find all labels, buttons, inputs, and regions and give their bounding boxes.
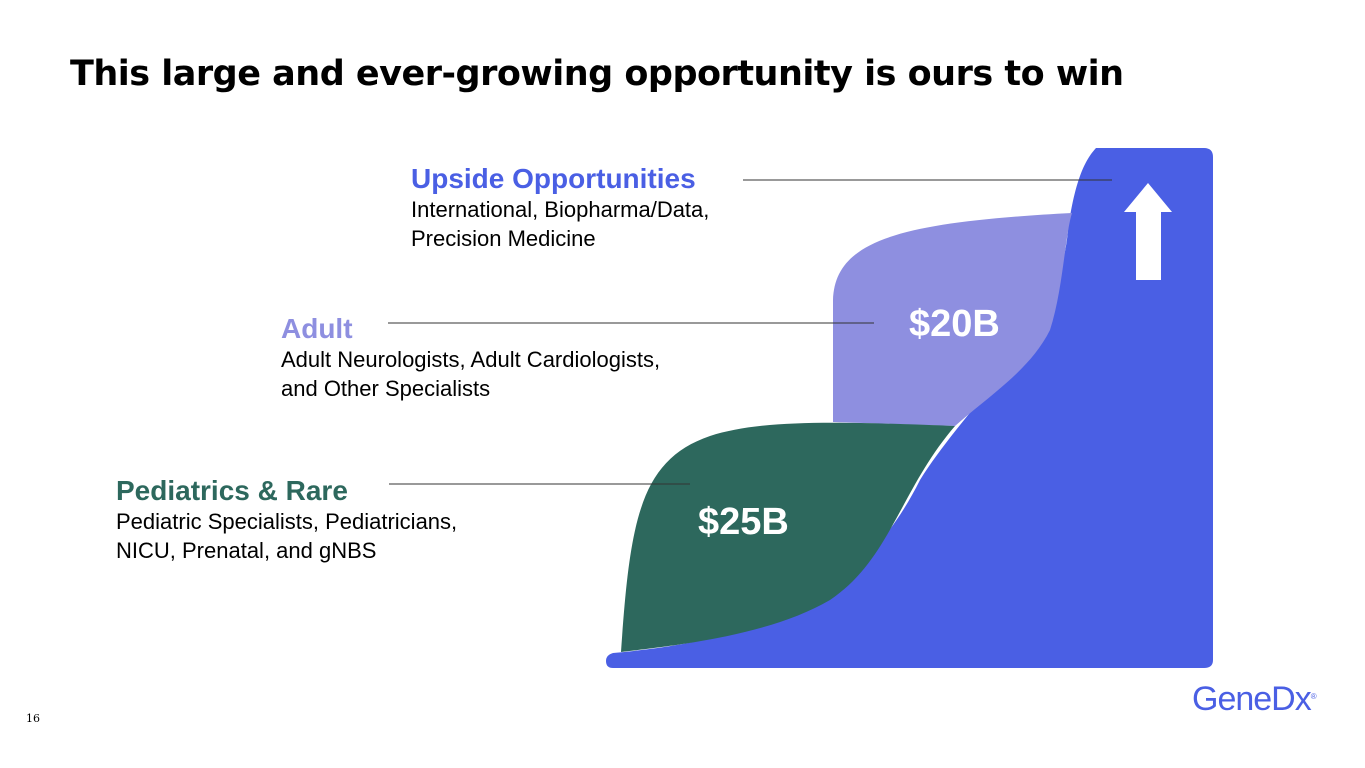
adult-desc-line-1: Adult Neurologists, Adult Cardiologists,: [281, 347, 661, 372]
upside-desc-line-1: International, Biopharma/Data,: [411, 197, 710, 222]
adult-desc-line-2: and Other Specialists: [281, 376, 491, 401]
adult-value: $20B: [909, 303, 1000, 345]
adult-area: [833, 213, 1072, 426]
pediatrics-desc-line-2: NICU, Prenatal, and gNBS: [116, 538, 377, 563]
page-title: This large and ever-growing opportunity …: [70, 54, 1124, 94]
pediatrics-value: $25B: [698, 501, 789, 543]
genedx-logo: GeneDx®: [1192, 680, 1317, 719]
logo-registered-mark: ®: [1310, 692, 1317, 701]
upside-desc-line-2: Precision Medicine: [411, 226, 596, 251]
adult-label: Adult Adult Neurologists, Adult Cardiolo…: [281, 313, 660, 403]
growth-arrow-icon: [1124, 183, 1172, 280]
logo-text: GeneDx: [1192, 680, 1312, 718]
upside-label: Upside Opportunities International, Biop…: [411, 163, 709, 253]
pediatrics-area: [621, 422, 955, 652]
page-number: 16: [26, 712, 40, 725]
pediatrics-label: Pediatrics & Rare Pediatric Specialists,…: [116, 475, 457, 565]
pediatrics-desc-line-1: Pediatric Specialists, Pediatricians,: [116, 509, 458, 534]
upside-heading: Upside Opportunities: [411, 163, 696, 194]
adult-heading: Adult: [281, 313, 353, 344]
pediatrics-heading: Pediatrics & Rare: [116, 475, 348, 506]
